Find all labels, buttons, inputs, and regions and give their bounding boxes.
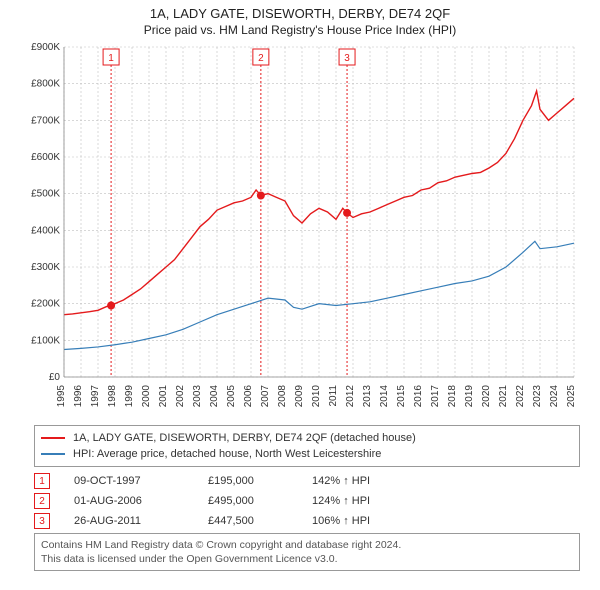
svg-text:2011: 2011 xyxy=(328,385,339,407)
svg-text:2008: 2008 xyxy=(277,385,288,408)
sale-pct: 106% ↑ HPI xyxy=(312,515,422,527)
chart-subtitle: Price paid vs. HM Land Registry's House … xyxy=(0,21,600,41)
footer-line-1: Contains HM Land Registry data © Crown c… xyxy=(41,538,573,552)
footer-line-2: This data is licensed under the Open Gov… xyxy=(41,552,573,566)
attribution-footer: Contains HM Land Registry data © Crown c… xyxy=(34,533,580,571)
svg-text:2022: 2022 xyxy=(515,385,526,408)
chart-container: 1A, LADY GATE, DISEWORTH, DERBY, DE74 2Q… xyxy=(0,0,600,590)
svg-text:3: 3 xyxy=(344,53,350,64)
svg-text:2003: 2003 xyxy=(192,385,203,408)
sale-marker: 2 xyxy=(34,493,50,509)
svg-text:2012: 2012 xyxy=(345,385,356,408)
svg-text:2000: 2000 xyxy=(141,385,152,408)
legend-item: 1A, LADY GATE, DISEWORTH, DERBY, DE74 2Q… xyxy=(41,430,573,446)
svg-text:£700K: £700K xyxy=(31,115,60,126)
chart-title: 1A, LADY GATE, DISEWORTH, DERBY, DE74 2Q… xyxy=(0,0,600,21)
svg-text:2019: 2019 xyxy=(464,385,475,408)
svg-text:1999: 1999 xyxy=(124,385,135,408)
sale-marker: 1 xyxy=(34,473,50,489)
svg-text:2001: 2001 xyxy=(158,385,169,408)
svg-text:1997: 1997 xyxy=(90,385,101,408)
svg-text:2016: 2016 xyxy=(413,385,424,408)
svg-text:2020: 2020 xyxy=(481,385,492,408)
svg-text:2: 2 xyxy=(258,53,264,64)
sale-pct: 142% ↑ HPI xyxy=(312,475,422,487)
svg-text:2002: 2002 xyxy=(175,385,186,408)
sale-marker: 3 xyxy=(34,513,50,529)
legend-item: HPI: Average price, detached house, Nort… xyxy=(41,446,573,462)
svg-text:2014: 2014 xyxy=(379,385,390,408)
svg-text:2007: 2007 xyxy=(260,385,271,408)
legend-label: HPI: Average price, detached house, Nort… xyxy=(73,446,381,462)
sale-price: £195,000 xyxy=(208,475,288,487)
svg-text:£100K: £100K xyxy=(31,335,60,346)
svg-text:2015: 2015 xyxy=(396,385,407,408)
svg-text:2018: 2018 xyxy=(447,385,458,408)
svg-text:2013: 2013 xyxy=(362,385,373,408)
sale-date: 26-AUG-2011 xyxy=(74,515,184,527)
sale-pct: 124% ↑ HPI xyxy=(312,495,422,507)
svg-text:£300K: £300K xyxy=(31,262,60,273)
svg-text:1998: 1998 xyxy=(107,385,118,408)
svg-text:2017: 2017 xyxy=(430,385,441,408)
svg-text:£600K: £600K xyxy=(31,152,60,163)
svg-text:1995: 1995 xyxy=(56,385,67,408)
legend-swatch xyxy=(41,437,65,439)
svg-text:£900K: £900K xyxy=(31,42,60,53)
chart-plot-area: £0 £100K £200K £300K £400K £500K £600K £700K £80… xyxy=(20,41,580,419)
svg-text:2021: 2021 xyxy=(498,385,509,408)
sales-table: 1 09-OCT-1997 £195,000 142% ↑ HPI 2 01-AUG-20… xyxy=(34,471,580,531)
legend-label: 1A, LADY GATE, DISEWORTH, DERBY, DE74 2Q… xyxy=(73,430,416,446)
svg-text:2010: 2010 xyxy=(311,385,322,408)
svg-text:2005: 2005 xyxy=(226,385,237,408)
sale-price: £447,500 xyxy=(208,515,288,527)
svg-text:2006: 2006 xyxy=(243,385,254,408)
chart-svg: £0 £100K £200K £300K £400K £500K £600K £700K £80… xyxy=(20,41,580,419)
sale-price: £495,000 xyxy=(208,495,288,507)
svg-text:£0: £0 xyxy=(49,372,61,383)
svg-text:£400K: £400K xyxy=(31,225,60,236)
svg-text:2023: 2023 xyxy=(532,385,543,408)
svg-text:£200K: £200K xyxy=(31,299,60,310)
svg-text:1996: 1996 xyxy=(73,385,84,408)
legend-swatch xyxy=(41,453,65,455)
svg-text:2025: 2025 xyxy=(566,385,577,408)
sale-date: 01-AUG-2006 xyxy=(74,495,184,507)
svg-text:1: 1 xyxy=(108,53,114,64)
svg-text:2024: 2024 xyxy=(549,385,560,408)
svg-text:£800K: £800K xyxy=(31,79,60,90)
legend: 1A, LADY GATE, DISEWORTH, DERBY, DE74 2Q… xyxy=(34,425,580,467)
svg-text:2004: 2004 xyxy=(209,385,220,408)
svg-text:£500K: £500K xyxy=(31,189,60,200)
svg-text:2009: 2009 xyxy=(294,385,305,408)
sale-row: 3 26-AUG-2011 £447,500 106% ↑ HPI xyxy=(34,511,580,531)
sale-row: 1 09-OCT-1997 £195,000 142% ↑ HPI xyxy=(34,471,580,491)
sale-date: 09-OCT-1997 xyxy=(74,475,184,487)
sale-row: 2 01-AUG-2006 £495,000 124% ↑ HPI xyxy=(34,491,580,511)
